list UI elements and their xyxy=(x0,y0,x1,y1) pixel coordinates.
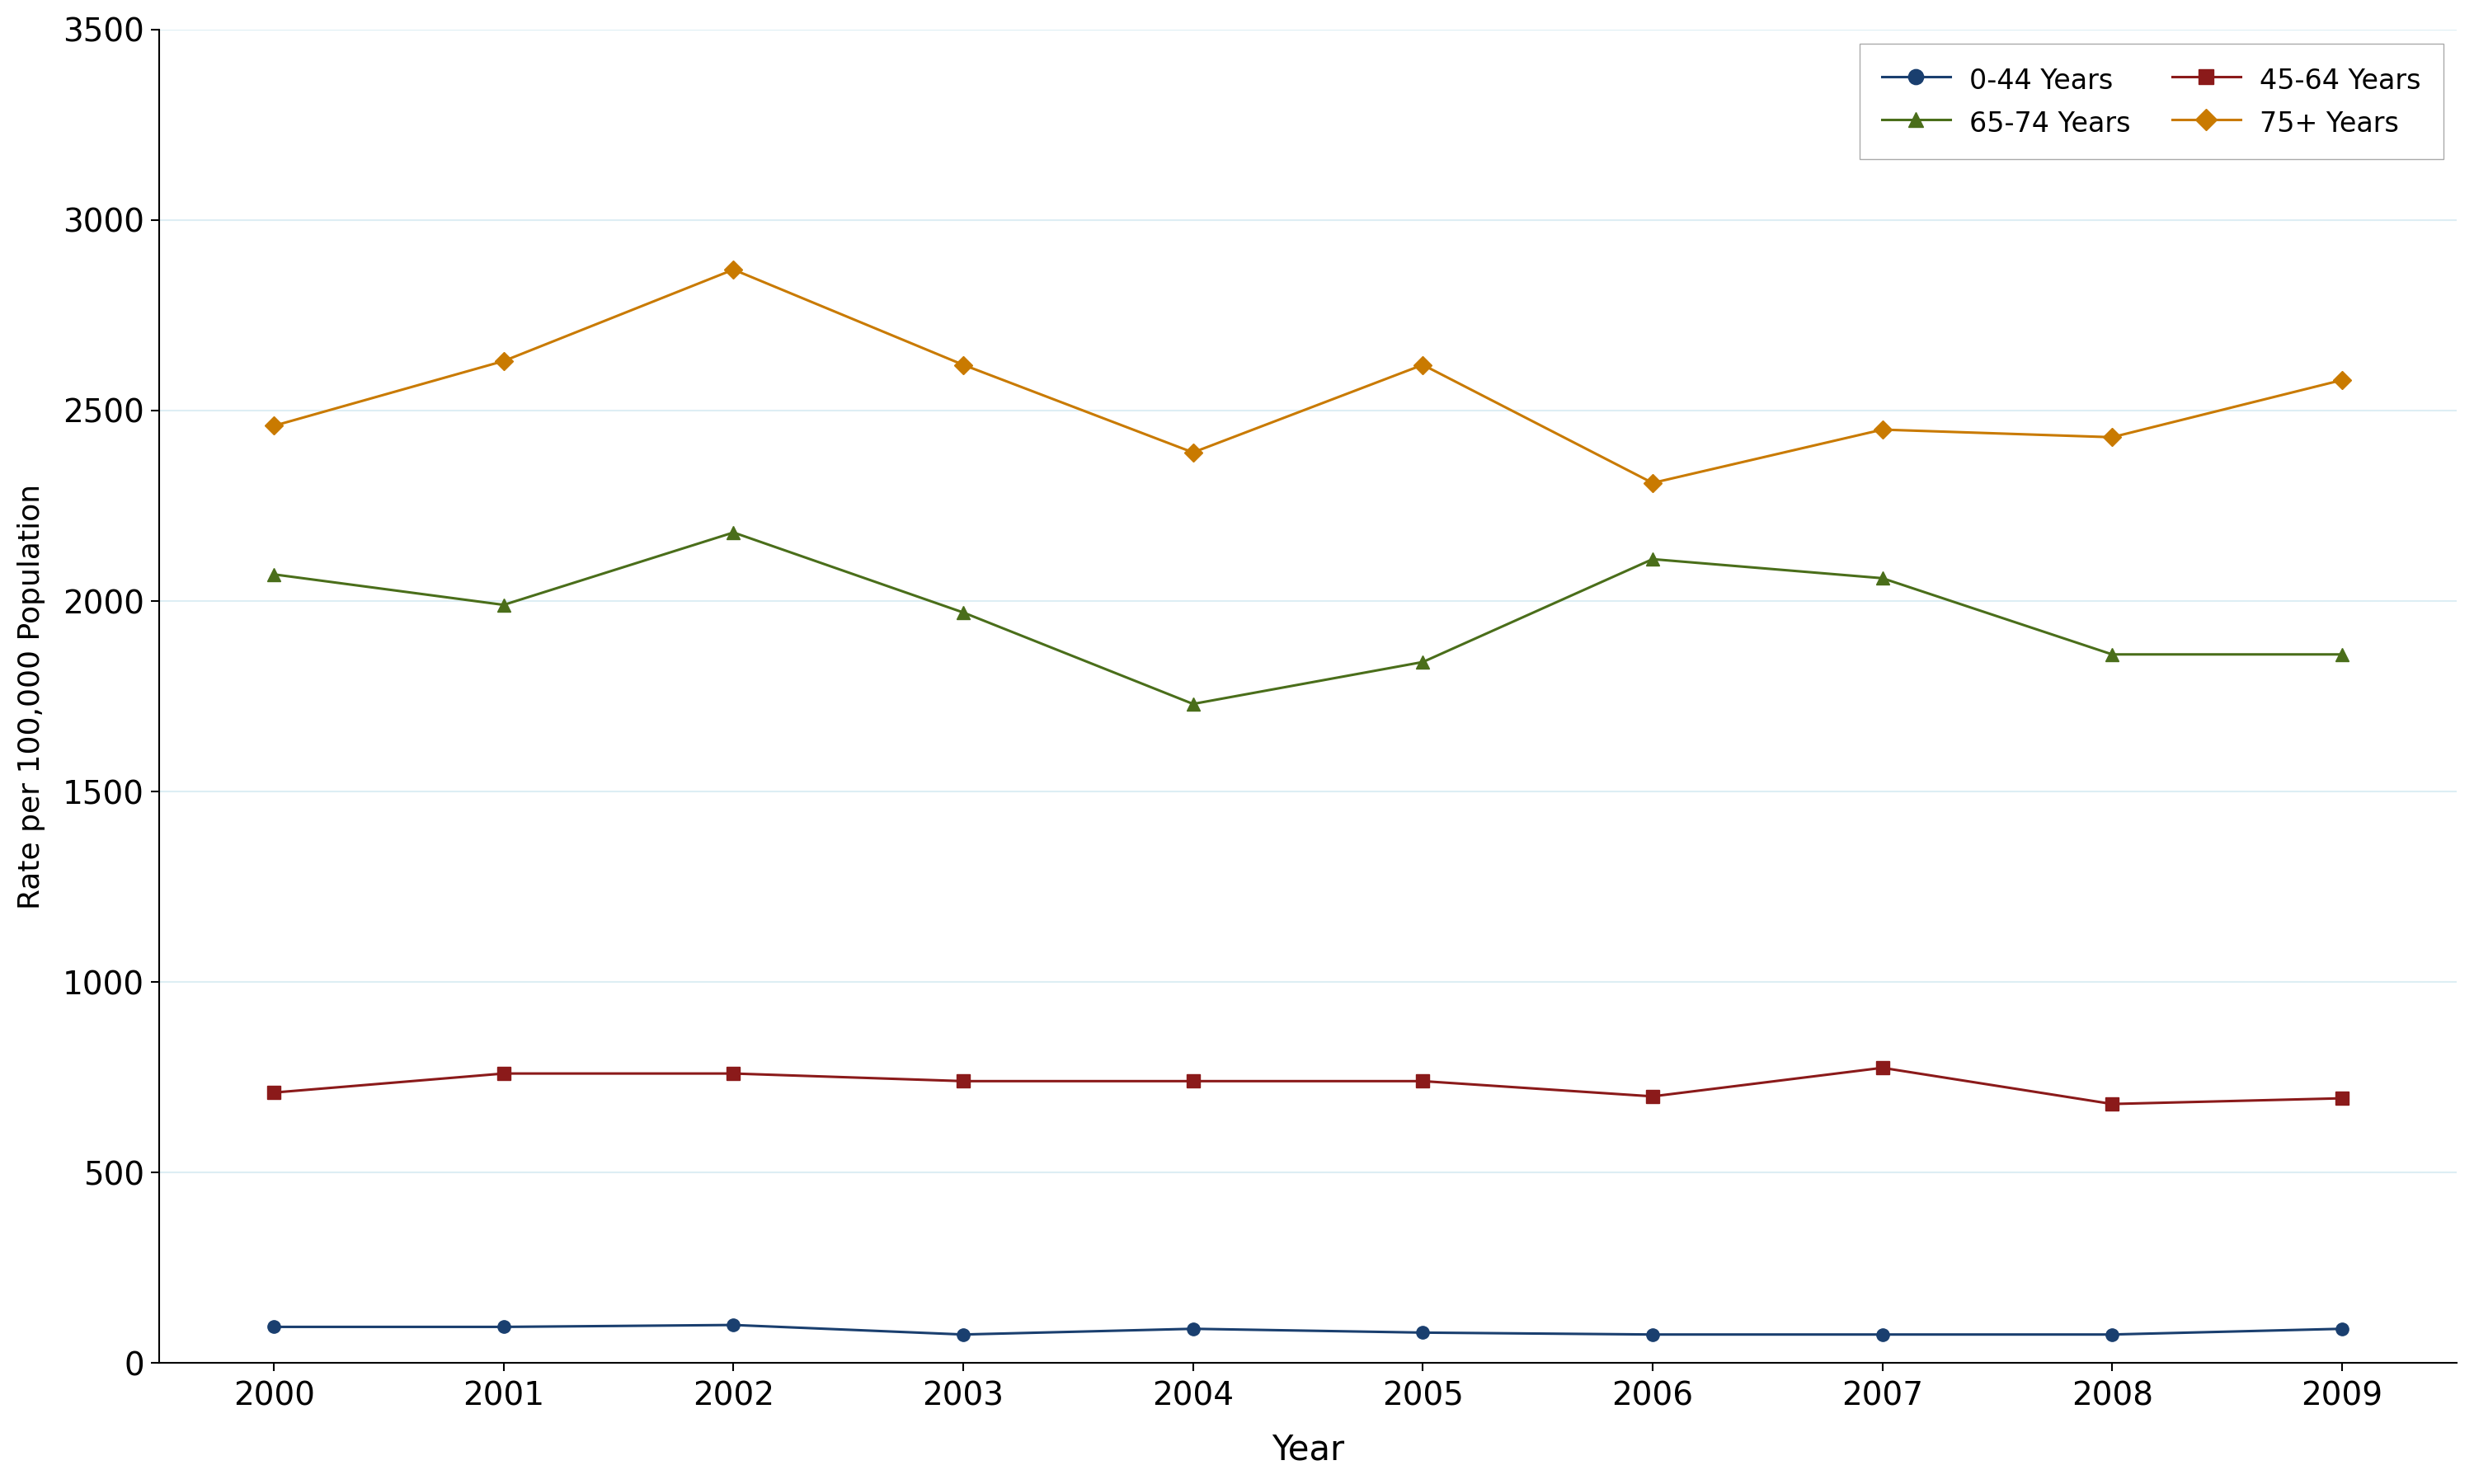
65-74 Years xyxy=(1638,551,1667,568)
Line: 45-64 Years: 45-64 Years xyxy=(267,1061,2348,1110)
0-44 Years xyxy=(1408,1324,1437,1342)
45-64 Years xyxy=(1178,1073,1207,1091)
45-64 Years xyxy=(717,1064,747,1082)
75+ Years xyxy=(1638,473,1667,491)
75+ Years xyxy=(1178,444,1207,462)
0-44 Years xyxy=(1638,1325,1667,1343)
65-74 Years xyxy=(490,597,520,614)
65-74 Years xyxy=(1408,653,1437,671)
Line: 65-74 Years: 65-74 Years xyxy=(267,527,2348,711)
0-44 Years xyxy=(1178,1319,1207,1337)
0-44 Years xyxy=(260,1318,289,1336)
45-64 Years xyxy=(1638,1088,1667,1106)
45-64 Years xyxy=(2098,1095,2128,1113)
65-74 Years xyxy=(1868,570,1898,588)
75+ Years xyxy=(1868,420,1898,438)
0-44 Years xyxy=(1868,1325,1898,1343)
Y-axis label: Rate per 100,000 Population: Rate per 100,000 Population xyxy=(17,484,45,910)
65-74 Years xyxy=(2328,646,2358,663)
0-44 Years xyxy=(948,1325,977,1343)
0-44 Years xyxy=(2328,1319,2358,1337)
75+ Years xyxy=(948,356,977,374)
Line: 0-44 Years: 0-44 Years xyxy=(267,1319,2348,1342)
45-64 Years xyxy=(260,1083,289,1101)
0-44 Years xyxy=(490,1318,520,1336)
X-axis label: Year: Year xyxy=(1272,1432,1343,1466)
Line: 75+ Years: 75+ Years xyxy=(267,263,2348,490)
65-74 Years xyxy=(1178,695,1207,712)
65-74 Years xyxy=(260,565,289,583)
45-64 Years xyxy=(1408,1073,1437,1091)
65-74 Years xyxy=(2098,646,2128,663)
75+ Years xyxy=(260,417,289,435)
45-64 Years xyxy=(2328,1089,2358,1107)
75+ Years xyxy=(2328,371,2358,389)
75+ Years xyxy=(490,352,520,370)
Legend: 0-44 Years, 65-74 Years, 45-64 Years, 75+ Years: 0-44 Years, 65-74 Years, 45-64 Years, 75… xyxy=(1860,43,2442,159)
65-74 Years xyxy=(948,604,977,622)
75+ Years xyxy=(2098,429,2128,447)
45-64 Years xyxy=(948,1073,977,1091)
0-44 Years xyxy=(717,1316,747,1334)
45-64 Years xyxy=(490,1064,520,1082)
75+ Years xyxy=(1408,356,1437,374)
0-44 Years xyxy=(2098,1325,2128,1343)
65-74 Years xyxy=(717,524,747,542)
45-64 Years xyxy=(1868,1060,1898,1077)
75+ Years xyxy=(717,261,747,279)
